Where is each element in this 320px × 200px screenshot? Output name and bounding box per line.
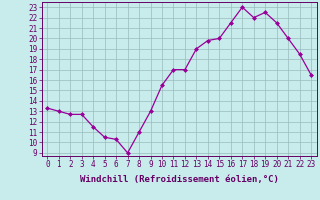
X-axis label: Windchill (Refroidissement éolien,°C): Windchill (Refroidissement éolien,°C) — [80, 175, 279, 184]
